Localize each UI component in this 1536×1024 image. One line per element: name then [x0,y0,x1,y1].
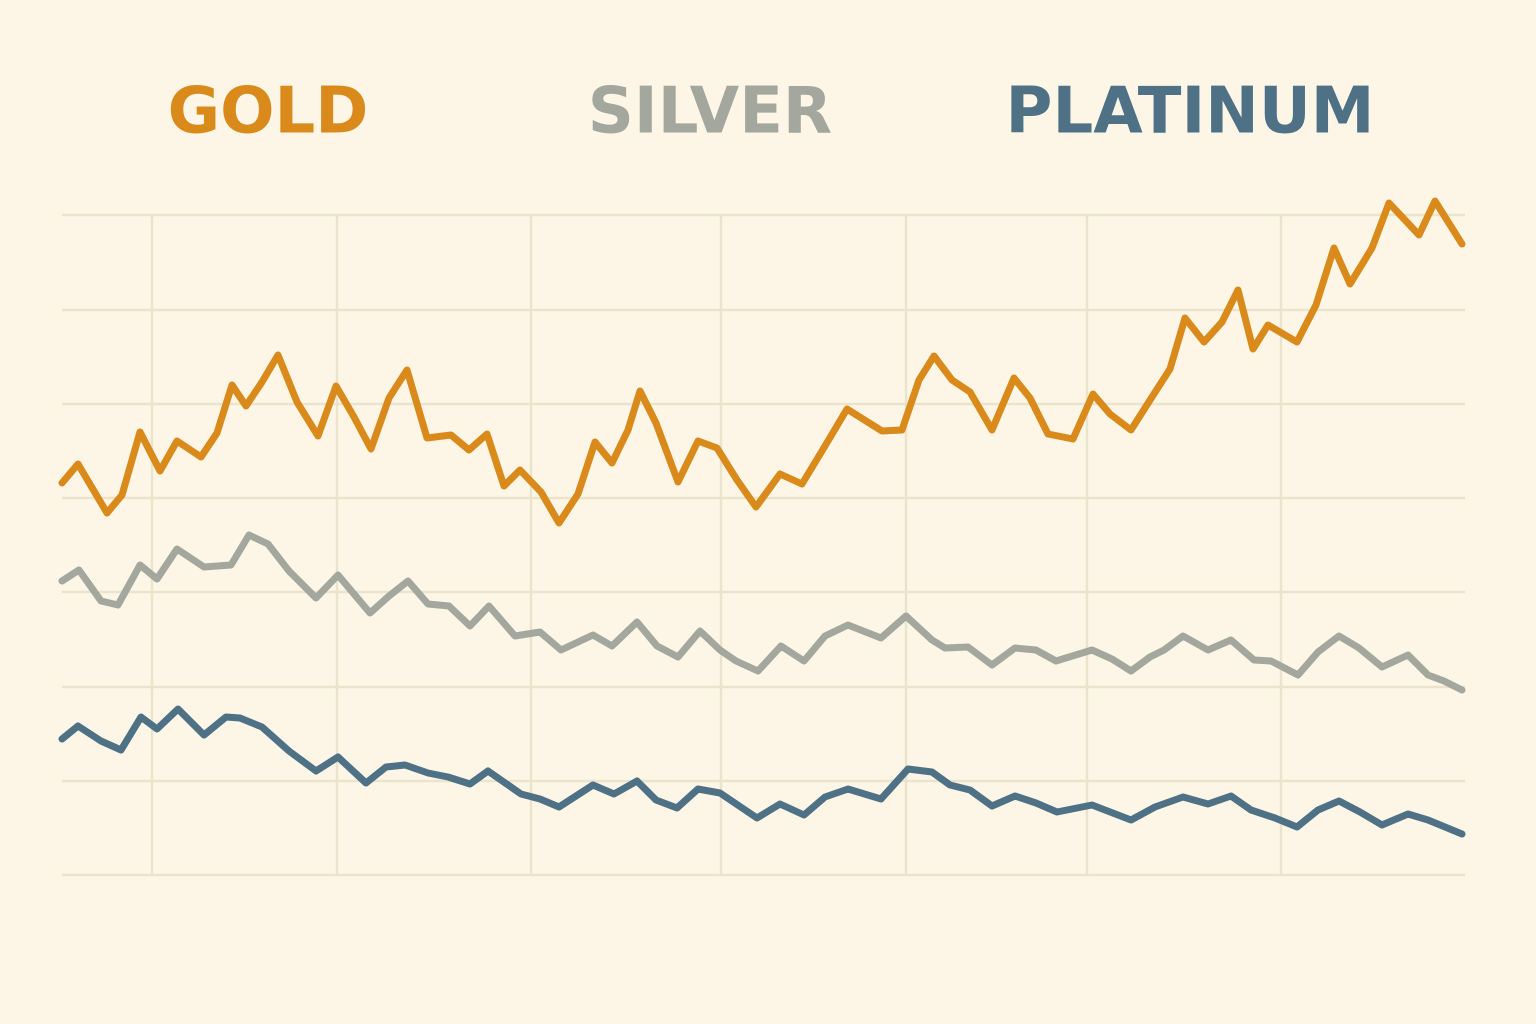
legend-label: PLATINUM [1006,75,1375,149]
line [58,197,1466,527]
line [58,531,1466,694]
line [58,705,1466,838]
legend-label: GOLD [168,75,369,149]
legend-label: SILVER [588,75,832,149]
